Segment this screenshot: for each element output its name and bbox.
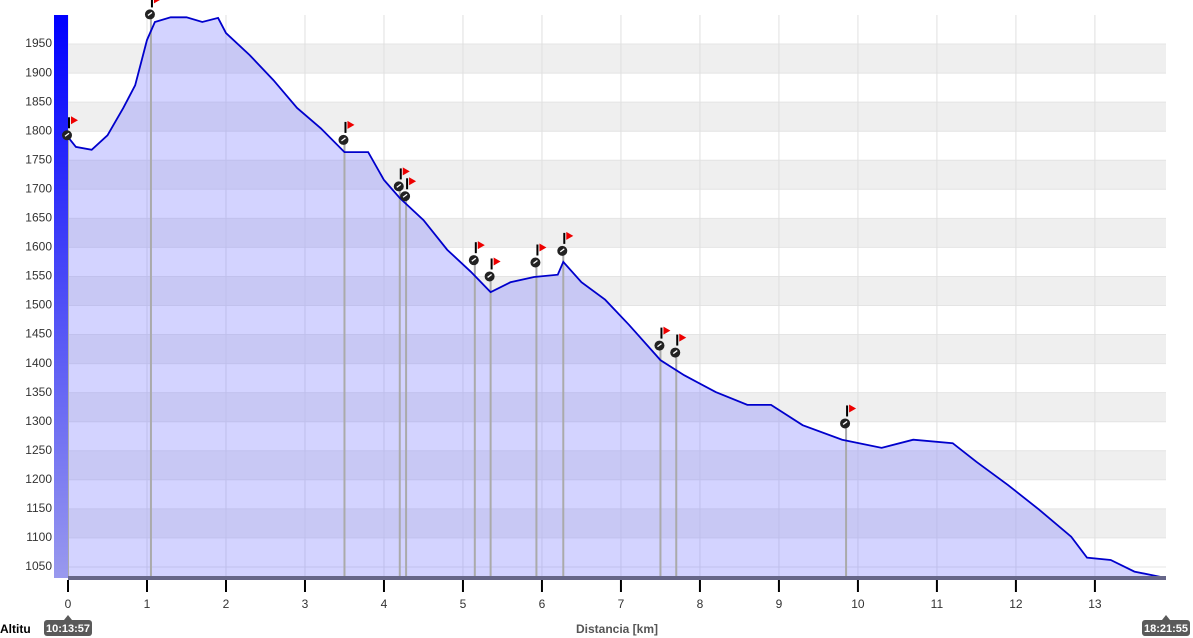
waypoint-glyph bbox=[64, 132, 70, 137]
grid-band bbox=[68, 392, 1166, 422]
area bbox=[68, 17, 1166, 578]
y-tick-label: 1050 bbox=[25, 559, 52, 573]
x-tick-label: 10 bbox=[851, 597, 865, 611]
x-tick-label: 13 bbox=[1088, 597, 1102, 611]
x-axis-label: Distancia [km] bbox=[576, 622, 658, 636]
waypoint-glyph bbox=[396, 183, 402, 188]
flag bbox=[663, 326, 671, 335]
waypoint bbox=[484, 257, 501, 282]
waypoint-glyph bbox=[559, 248, 565, 253]
x-tick-label: 1 bbox=[144, 597, 151, 611]
x-tick-label: 9 bbox=[776, 597, 783, 611]
flag bbox=[849, 404, 857, 413]
x-tick-label: 0 bbox=[65, 597, 72, 611]
x-tick-label: 8 bbox=[697, 597, 704, 611]
x-tick-label: 2 bbox=[223, 597, 230, 611]
grid-band bbox=[68, 334, 1166, 364]
waypoint bbox=[400, 177, 417, 202]
grid-band bbox=[68, 508, 1166, 538]
grid-band bbox=[68, 44, 1166, 74]
flag bbox=[409, 177, 417, 186]
waypoint-glyph bbox=[341, 137, 346, 142]
y-tick-label: 1550 bbox=[25, 269, 52, 283]
flag bbox=[71, 116, 78, 125]
y-tick-label: 1900 bbox=[25, 65, 52, 79]
x-tick-label: 3 bbox=[302, 597, 309, 611]
waypoint bbox=[62, 116, 78, 141]
y-tick-label: 1350 bbox=[25, 385, 52, 399]
x-tick-label: 7 bbox=[618, 597, 625, 611]
y-tick-label: 1300 bbox=[25, 414, 52, 428]
waypoint-glyph bbox=[672, 350, 678, 355]
time-box bbox=[44, 620, 92, 636]
y-axis-label: Altitu bbox=[0, 622, 31, 636]
grid-band bbox=[68, 276, 1166, 306]
waypoint bbox=[468, 241, 485, 266]
y-tick-label: 1650 bbox=[25, 211, 52, 225]
grid-band bbox=[68, 102, 1166, 132]
y-tick-label: 1500 bbox=[25, 298, 52, 312]
flag bbox=[402, 167, 410, 176]
y-tick-label: 1850 bbox=[25, 94, 52, 108]
waypoint-glyph bbox=[147, 11, 153, 16]
flag bbox=[539, 243, 547, 252]
y-tick-label: 1100 bbox=[26, 530, 52, 544]
flag bbox=[347, 120, 355, 129]
waypoint bbox=[670, 333, 687, 358]
y-tick-label: 1800 bbox=[25, 123, 52, 137]
waypoint bbox=[530, 243, 547, 268]
time-label: 10:13:57 bbox=[46, 623, 90, 635]
waypoint-glyph bbox=[842, 420, 848, 425]
y-tick-label: 1400 bbox=[25, 356, 52, 370]
waypoint bbox=[840, 404, 857, 429]
y-tick-label: 1600 bbox=[25, 240, 52, 254]
line bbox=[68, 16, 1166, 578]
x-tick-label: 5 bbox=[460, 597, 467, 611]
flag bbox=[679, 333, 687, 342]
waypoint bbox=[144, 0, 160, 20]
flag bbox=[153, 0, 160, 4]
waypoint-glyph bbox=[487, 273, 493, 278]
grid-band bbox=[68, 160, 1166, 190]
time-label: 18:21:55 bbox=[1144, 623, 1188, 635]
waypoint-glyph bbox=[402, 193, 408, 198]
grid-band bbox=[68, 218, 1166, 248]
waypoint bbox=[557, 231, 574, 256]
x-tick-label: 11 bbox=[931, 597, 944, 611]
flag bbox=[566, 231, 574, 240]
grid-band bbox=[68, 450, 1166, 480]
waypoint bbox=[654, 326, 671, 351]
waypoint-glyph bbox=[533, 259, 538, 265]
time-pointer bbox=[64, 615, 72, 620]
y-tick-label: 1700 bbox=[25, 181, 52, 195]
time-box bbox=[1142, 620, 1190, 636]
flag bbox=[477, 241, 485, 250]
y-tick-label: 1750 bbox=[25, 152, 52, 166]
x-tick-label: 4 bbox=[381, 597, 388, 611]
waypoint-glyph bbox=[471, 257, 477, 262]
waypoint bbox=[393, 167, 410, 192]
y-tick-label: 1950 bbox=[25, 36, 52, 50]
waypoint bbox=[338, 120, 355, 145]
x-tick-label: 6 bbox=[539, 597, 546, 611]
y-tick-label: 1450 bbox=[25, 327, 52, 341]
x-tick-label: 12 bbox=[1009, 597, 1023, 611]
y-tick-label: 1150 bbox=[26, 501, 52, 515]
time-pointer bbox=[1162, 615, 1170, 620]
waypoint-glyph bbox=[657, 343, 662, 348]
flag bbox=[493, 257, 501, 266]
altitude-bar bbox=[54, 15, 68, 578]
y-tick-label: 1200 bbox=[25, 472, 52, 486]
y-tick-label: 1250 bbox=[25, 443, 52, 457]
